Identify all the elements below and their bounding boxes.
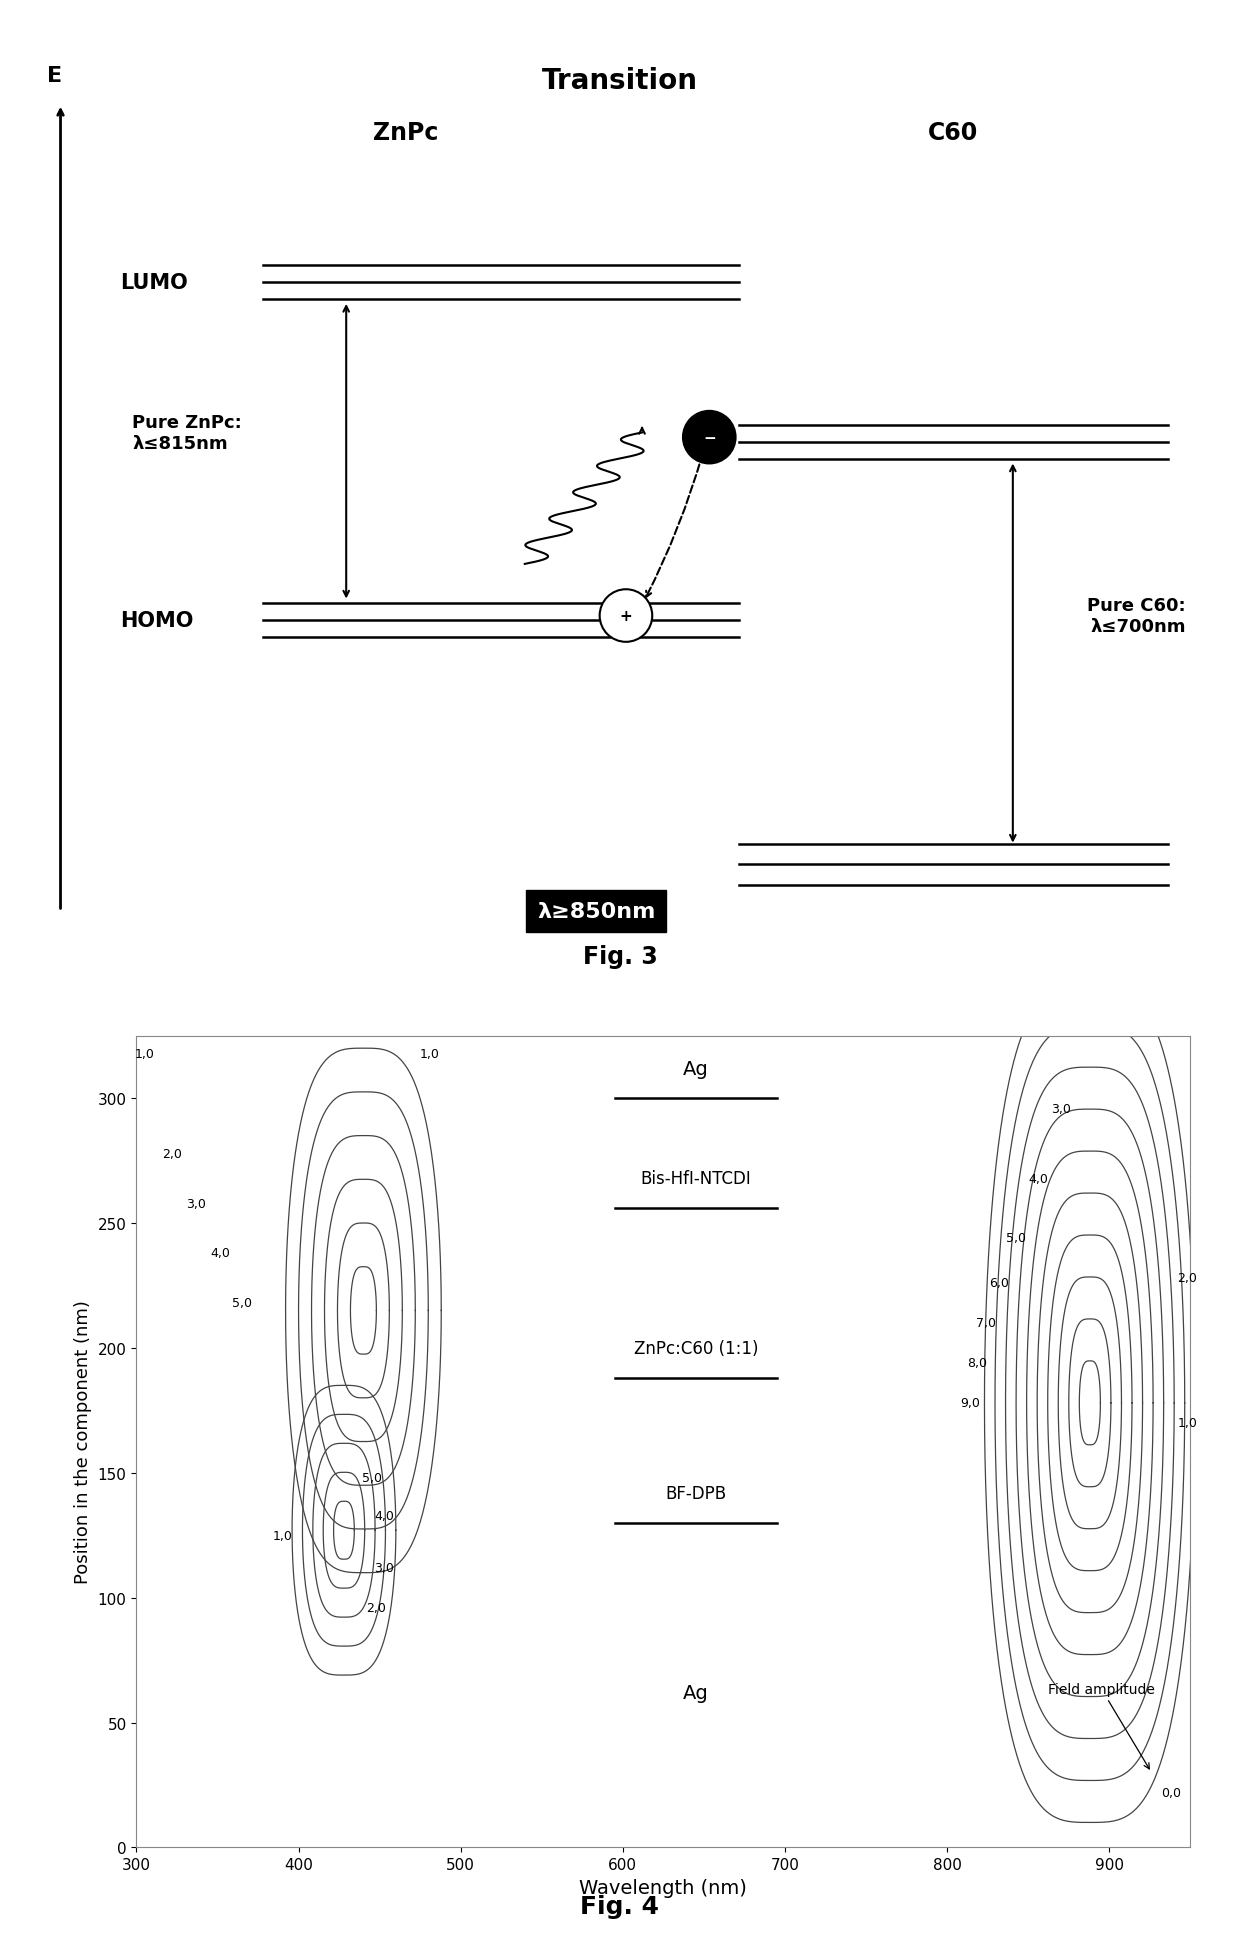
Text: Field amplitude: Field amplitude — [1048, 1681, 1154, 1769]
Text: 2,0: 2,0 — [162, 1148, 182, 1159]
Ellipse shape — [600, 590, 652, 643]
Ellipse shape — [683, 413, 735, 463]
Text: LUMO: LUMO — [120, 274, 187, 293]
Text: 2,0: 2,0 — [367, 1601, 387, 1615]
Text: Ag: Ag — [683, 1060, 709, 1077]
Text: Ag: Ag — [683, 1683, 709, 1703]
Text: 3,0: 3,0 — [1052, 1103, 1071, 1114]
Text: E: E — [47, 66, 62, 86]
Text: Fig. 3: Fig. 3 — [583, 944, 657, 968]
Text: 1,0: 1,0 — [1177, 1417, 1197, 1429]
Text: Transition: Transition — [542, 66, 698, 96]
Text: ZnPc:C60 (1:1): ZnPc:C60 (1:1) — [634, 1339, 758, 1357]
Text: 1,0: 1,0 — [420, 1048, 440, 1060]
Text: λ≥850nm: λ≥850nm — [537, 901, 656, 923]
Text: 6,0: 6,0 — [990, 1277, 1009, 1290]
Text: Bis-HfI-NTCDI: Bis-HfI-NTCDI — [640, 1169, 751, 1187]
Text: 4,0: 4,0 — [211, 1247, 231, 1259]
Text: 0,0: 0,0 — [1161, 1787, 1180, 1799]
Text: 3,0: 3,0 — [186, 1196, 206, 1210]
Text: 5,0: 5,0 — [362, 1472, 382, 1484]
Text: 1,0: 1,0 — [135, 1048, 155, 1060]
Text: 4,0: 4,0 — [1028, 1171, 1048, 1185]
Text: +: + — [620, 608, 632, 624]
Text: 7,0: 7,0 — [976, 1318, 997, 1329]
Text: 9,0: 9,0 — [960, 1396, 980, 1410]
Text: −: − — [703, 430, 715, 446]
Text: 5,0: 5,0 — [232, 1296, 252, 1310]
Text: ZnPc: ZnPc — [373, 121, 439, 145]
Text: HOMO: HOMO — [120, 610, 193, 631]
Text: 8,0: 8,0 — [967, 1357, 987, 1370]
Text: 4,0: 4,0 — [374, 1509, 394, 1521]
Text: 1,0: 1,0 — [273, 1529, 293, 1542]
Text: 2,0: 2,0 — [1177, 1273, 1197, 1284]
Text: Fig. 4: Fig. 4 — [580, 1894, 660, 1918]
Text: 5,0: 5,0 — [1006, 1232, 1025, 1245]
Text: 3,0: 3,0 — [374, 1562, 394, 1574]
Text: Pure C60:
λ≤700nm: Pure C60: λ≤700nm — [1086, 596, 1185, 635]
X-axis label: Wavelength (nm): Wavelength (nm) — [579, 1877, 748, 1896]
Y-axis label: Position in the component (nm): Position in the component (nm) — [74, 1300, 92, 1584]
Text: C60: C60 — [929, 121, 978, 145]
Text: BF-DPB: BF-DPB — [666, 1484, 727, 1501]
Text: Pure ZnPc:
λ≤815nm: Pure ZnPc: λ≤815nm — [131, 414, 242, 454]
